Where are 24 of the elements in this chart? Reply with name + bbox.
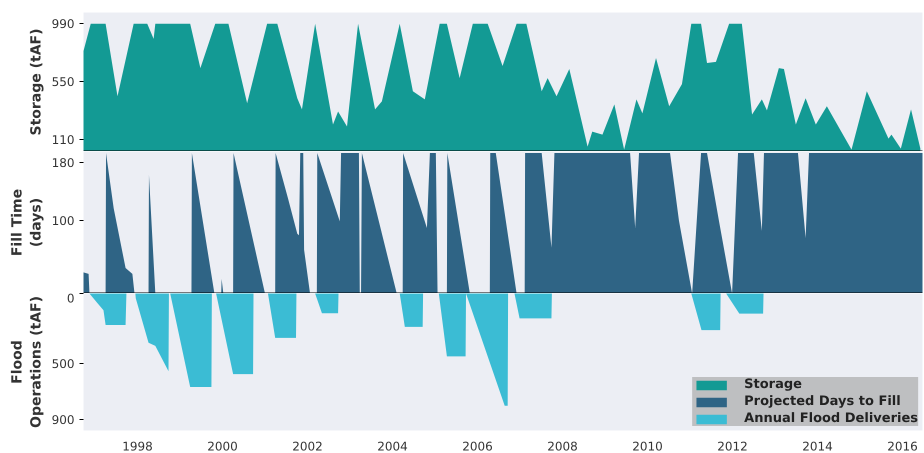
x-tick-label: 2014 <box>802 440 833 453</box>
y-tick-label: 900 <box>52 412 74 427</box>
y-tick-label: 100 <box>52 214 74 228</box>
legend-label: Annual Flood Deliveries <box>744 411 918 426</box>
y-tick-label: 110 <box>52 133 74 148</box>
x-tick-label: 2012 <box>717 440 748 453</box>
y-axis-title: Storage (tAF) <box>28 28 45 136</box>
y-tick-label: 0 <box>66 292 75 306</box>
x-tick-label: 2002 <box>292 440 323 453</box>
x-tick-label: 2016 <box>887 440 918 453</box>
x-tick-label: 2006 <box>462 440 493 453</box>
legend-label: Storage <box>744 377 802 392</box>
y-tick-label: 550 <box>52 75 74 90</box>
legend-label: Projected Days to Fill <box>744 394 901 409</box>
y-tick-label: 500 <box>52 356 74 371</box>
y-axis-title: Fill Time (days) <box>9 188 45 256</box>
x-tick-label: 2010 <box>632 440 663 453</box>
y-tick-label: 990 <box>52 17 74 32</box>
y-tick-label: 180 <box>52 156 74 170</box>
y-axis-title: Flood Operations (tAF) <box>9 296 45 428</box>
x-tick-label: 2004 <box>377 440 408 453</box>
x-tick-label: 2000 <box>207 440 238 453</box>
x-tick-label: 2008 <box>547 440 578 453</box>
x-tick-label: 1998 <box>122 440 153 453</box>
